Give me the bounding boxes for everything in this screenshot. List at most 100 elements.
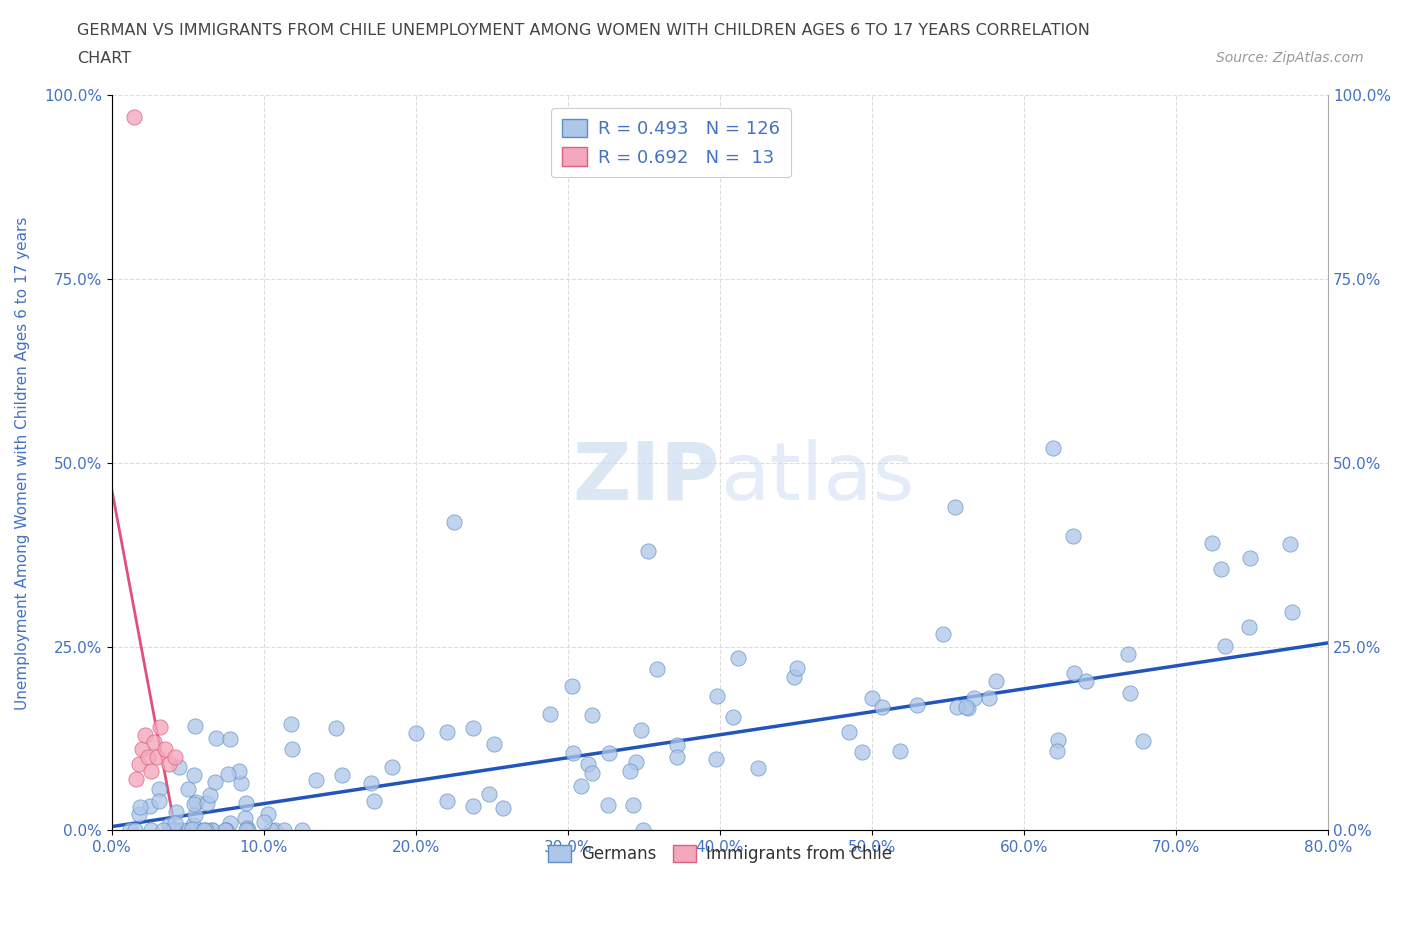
Point <box>955 699 977 714</box>
Point <box>380 760 402 775</box>
Point <box>436 724 458 739</box>
Point <box>201 822 224 837</box>
Point <box>139 822 162 837</box>
Point <box>482 737 505 751</box>
Point <box>562 745 585 760</box>
Point <box>538 706 561 721</box>
Point <box>598 746 620 761</box>
Point <box>118 822 141 837</box>
Point <box>165 750 187 764</box>
Point <box>1281 605 1303 620</box>
Point <box>134 727 156 742</box>
Point <box>943 499 966 514</box>
Y-axis label: Unemployment Among Women with Children Ages 6 to 17 years: Unemployment Among Women with Children A… <box>15 216 30 710</box>
Point <box>1209 562 1232 577</box>
Point <box>177 782 200 797</box>
Point <box>478 787 501 802</box>
Point <box>291 822 314 837</box>
Point <box>786 661 808 676</box>
Point <box>235 822 257 837</box>
Point <box>159 822 181 837</box>
Point <box>128 807 150 822</box>
Point <box>184 795 207 810</box>
Point <box>148 794 170 809</box>
Point <box>596 797 619 812</box>
Point <box>143 735 166 750</box>
Point <box>1042 441 1064 456</box>
Point <box>630 722 652 737</box>
Point <box>193 822 215 837</box>
Point <box>218 816 240 830</box>
Point <box>195 795 218 810</box>
Point <box>1046 743 1069 758</box>
Point <box>977 690 1000 705</box>
Point <box>183 807 205 822</box>
Point <box>167 822 190 837</box>
Point <box>163 822 186 837</box>
Point <box>860 690 883 705</box>
Point <box>131 742 153 757</box>
Point <box>146 750 169 764</box>
Point <box>870 700 893 715</box>
Text: Source: ZipAtlas.com: Source: ZipAtlas.com <box>1216 51 1364 65</box>
Point <box>194 822 217 837</box>
Point <box>1201 536 1223 551</box>
Text: atlas: atlas <box>720 439 914 516</box>
Point <box>1132 734 1154 749</box>
Point <box>576 756 599 771</box>
Point <box>148 781 170 796</box>
Point <box>204 775 226 790</box>
Point <box>180 821 202 836</box>
Point <box>706 689 728 704</box>
Point <box>561 679 583 694</box>
Point <box>152 822 174 837</box>
Point <box>264 822 287 837</box>
Point <box>931 627 953 642</box>
Point <box>128 757 150 772</box>
Point <box>273 822 295 837</box>
Point <box>405 725 427 740</box>
Point <box>747 760 769 775</box>
Point <box>1116 646 1139 661</box>
Point <box>492 800 515 815</box>
Point <box>665 750 688 764</box>
Point <box>782 670 804 684</box>
Point <box>157 817 180 832</box>
Point <box>851 744 873 759</box>
Point <box>201 822 224 837</box>
Point <box>905 698 928 712</box>
Point <box>215 822 238 837</box>
Point <box>124 110 146 125</box>
Point <box>363 794 385 809</box>
Point <box>172 822 194 837</box>
Point <box>184 718 207 733</box>
Point <box>723 710 745 724</box>
Point <box>838 724 860 739</box>
Point <box>1237 619 1260 634</box>
Point <box>198 788 221 803</box>
Point <box>215 822 238 837</box>
Point <box>436 794 458 809</box>
Point <box>1213 639 1236 654</box>
Point <box>305 773 328 788</box>
Point <box>177 822 200 837</box>
Point <box>360 776 382 790</box>
Point <box>183 797 205 812</box>
Point <box>1278 537 1301 551</box>
Point <box>181 818 204 833</box>
Point <box>1119 685 1142 700</box>
Point <box>256 806 278 821</box>
Point <box>139 798 162 813</box>
Point <box>141 764 163 779</box>
Point <box>461 798 484 813</box>
Point <box>1062 529 1084 544</box>
Point <box>619 764 641 778</box>
Point <box>193 822 215 837</box>
Point <box>581 765 603 780</box>
Point <box>727 651 749 666</box>
Point <box>957 701 980 716</box>
Point <box>645 662 668 677</box>
Point <box>149 720 172 735</box>
Point <box>463 721 485 736</box>
Point <box>163 816 186 830</box>
